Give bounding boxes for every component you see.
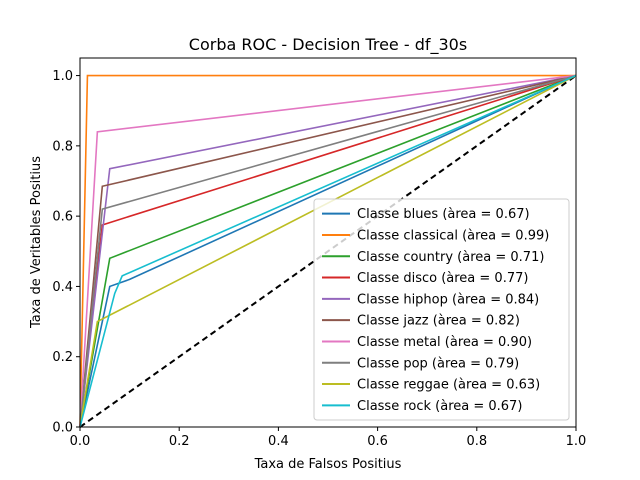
roc-series-line-1	[79, 74, 576, 428]
legend-label-3: Classe disco (àrea = 0.77)	[357, 271, 528, 286]
legend-label-1: Classe classical (àrea = 0.99)	[357, 228, 549, 243]
series-layer	[79, 74, 577, 428]
roc-series-line-6	[79, 74, 577, 428]
y-tick-label: 1.0	[52, 69, 73, 84]
y-tick-label: 0.4	[52, 280, 73, 295]
legend: Classe blues (àrea = 0.67) Classe classic…	[313, 198, 570, 421]
legend-label-0: Classe blues (àrea = 0.67)	[357, 207, 530, 222]
legend-label-7: Classe pop (àrea = 0.79)	[357, 356, 519, 371]
y-axis-title: Taxa de Veritables Positius	[29, 156, 44, 329]
roc-series-line-8	[79, 74, 577, 428]
y-tick-label: 0.6	[52, 210, 73, 225]
ticks-layer: 0.0 0.2 0.4 0.6 0.8 1.0 0.0 0.2 0.4 0.6 0.8 1.0	[52, 69, 586, 449]
x-axis-title: Taxa de Falsos Positius	[254, 457, 402, 472]
x-tick-label: 0.2	[169, 434, 190, 449]
roc-series-line-4	[79, 74, 577, 428]
x-tick-label: 0.0	[70, 434, 91, 449]
x-tick-label: 0.8	[466, 434, 487, 449]
legend-label-8: Classe reggae (àrea = 0.63)	[357, 378, 540, 393]
x-tick-label: 1.0	[566, 434, 587, 449]
x-tick-label: 0.4	[268, 434, 289, 449]
roc-series-line-9	[79, 74, 577, 428]
legend-label-5: Classe jazz (àrea = 0.82)	[357, 314, 520, 329]
legend-box	[313, 198, 570, 421]
chart-title: Corba ROC - Decision Tree - df_30s	[189, 35, 467, 55]
y-tick-label: 0.8	[52, 139, 73, 154]
y-tick-label: 0.2	[52, 350, 73, 365]
legend-label-9: Classe rock (àrea = 0.67)	[357, 399, 522, 414]
legend-label-4: Classe hiphop (àrea = 0.84)	[357, 292, 539, 307]
roc-series-line-7	[79, 74, 577, 428]
legend-label-2: Classe country (àrea = 0.71)	[357, 250, 544, 265]
legend-label-6: Classe metal (àrea = 0.90)	[357, 335, 532, 350]
plot-frame	[79, 57, 577, 428]
x-tick-label: 0.6	[367, 434, 388, 449]
y-tick-label: 0.0	[52, 421, 73, 436]
